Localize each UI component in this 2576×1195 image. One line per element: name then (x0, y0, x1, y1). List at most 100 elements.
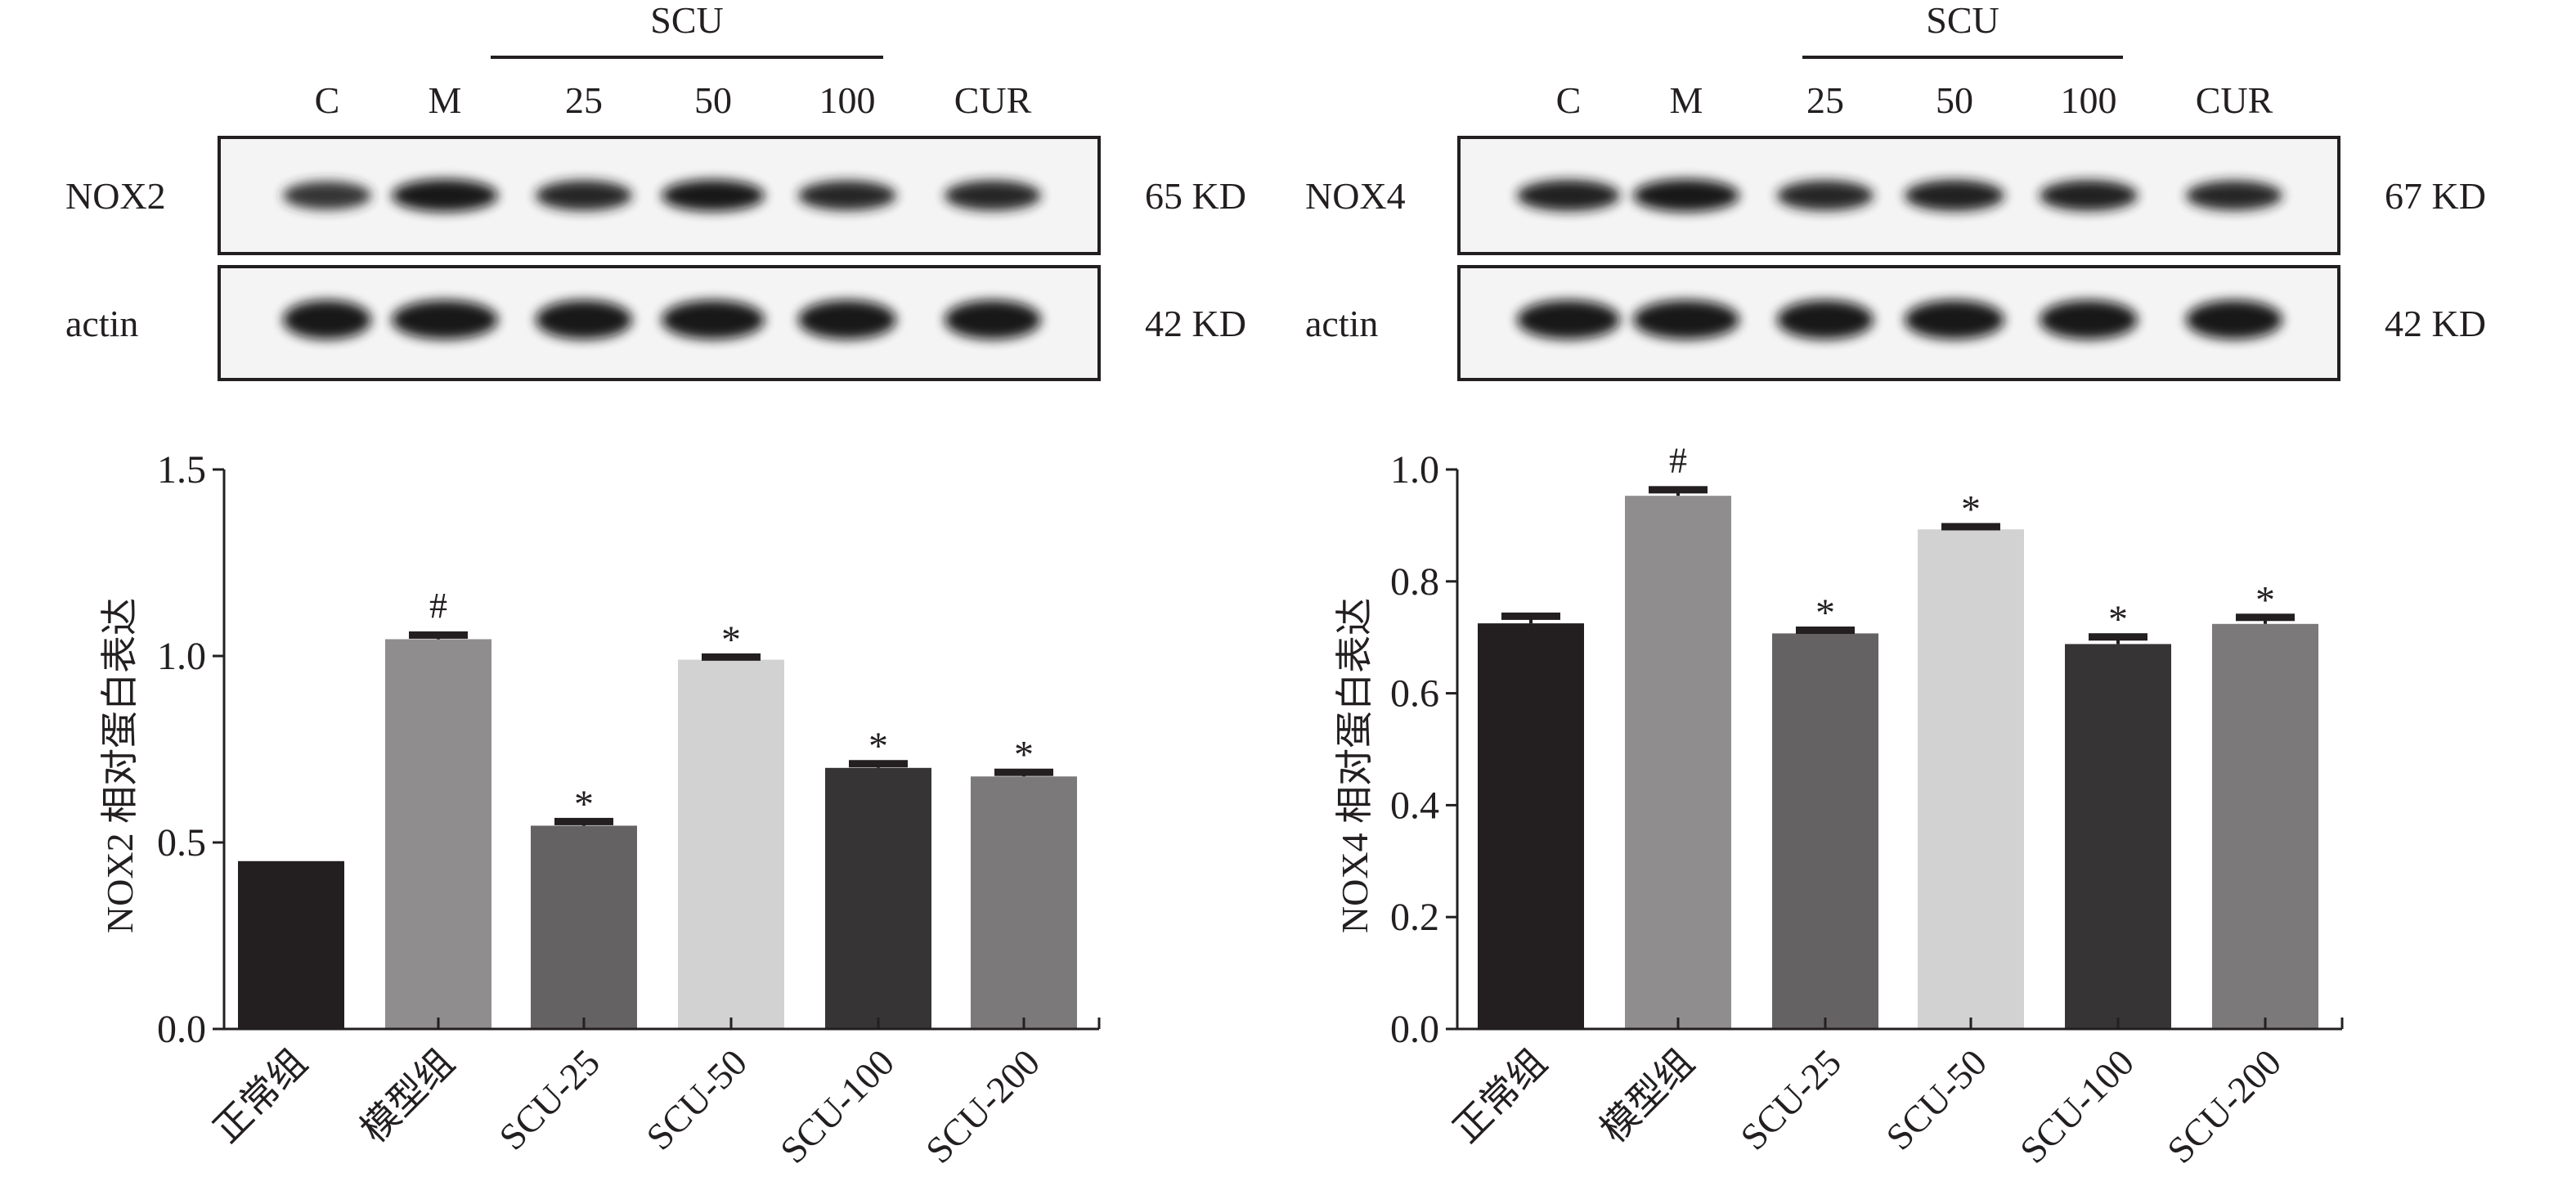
significance-asterisk: * (2108, 598, 2128, 641)
significance-asterisk: * (574, 783, 594, 826)
lane-label: 50 (694, 79, 732, 121)
lane-label: 25 (1806, 79, 1844, 121)
blot-band (1777, 299, 1874, 339)
significance-asterisk: * (868, 725, 888, 768)
x-tick-label: SCU-50 (638, 1041, 755, 1158)
x-tick-label: 模型组 (1592, 1041, 1702, 1151)
bar (1478, 623, 1584, 1029)
x-tick-label: 模型组 (352, 1041, 462, 1151)
y-tick-label: 0.5 (157, 821, 206, 865)
blot-band (1905, 299, 2004, 339)
blot-band (283, 299, 371, 339)
bar (2212, 623, 2318, 1029)
error-bar-cap (1796, 626, 1855, 634)
error-bar-cap (409, 631, 468, 639)
blot-band (2040, 180, 2138, 211)
error-bar-cap (849, 760, 908, 768)
blot-band (2186, 299, 2282, 339)
blot-band (1517, 299, 1620, 339)
blot-band (945, 180, 1041, 211)
bar (971, 776, 1077, 1029)
blot-band (662, 179, 765, 212)
blot-band (1517, 179, 1620, 212)
group-label: SCU (1926, 0, 1999, 41)
blot-band (392, 179, 498, 212)
significance-asterisk: * (721, 618, 741, 662)
error-bar-cap (702, 653, 761, 661)
protein-label: actin (1305, 303, 1378, 344)
x-tick-label: 正常组 (205, 1041, 315, 1151)
y-tick-label: 0.2 (1390, 896, 1439, 939)
blot-band (536, 180, 632, 211)
bar (1625, 496, 1731, 1029)
x-tick-label: SCU-100 (772, 1041, 902, 1171)
x-tick-label: SCU-50 (1878, 1041, 1995, 1158)
bar (678, 659, 784, 1029)
x-tick-label: SCU-25 (1732, 1041, 1849, 1158)
lane-label: 25 (565, 79, 603, 121)
significance-asterisk: * (2255, 578, 2275, 622)
x-tick-label: SCU-200 (2159, 1041, 2289, 1171)
y-tick-label: 1.0 (1390, 448, 1439, 492)
molecular-weight-label: 67 KD (2385, 175, 2486, 217)
significance-hash: # (429, 586, 447, 626)
protein-label: actin (65, 303, 138, 344)
error-bar-cap (994, 768, 1053, 776)
y-tick-label: 0.4 (1390, 784, 1439, 827)
error-bar-cap (1501, 612, 1560, 620)
nox2-bar-chart: 正常组 # 模型组 * SCU-25 * SCU-50 * SCU-100 * SCU-200 0.0… (99, 448, 1101, 1171)
lane-label: M (1670, 79, 1703, 121)
protein-label: NOX2 (65, 175, 166, 217)
protein-label: NOX4 (1305, 175, 1406, 217)
blot-band (945, 299, 1041, 339)
molecular-weight-label: 42 KD (1145, 303, 1246, 344)
x-tick-label: SCU-200 (918, 1041, 1048, 1171)
western-blot-nox2: SCU C M 25 50 100 CUR NOX2 65 KD actin 42 KD (65, 0, 1246, 381)
bar (385, 639, 491, 1029)
lane-label: C (315, 79, 340, 121)
lane-label: 50 (1936, 79, 1973, 121)
blot-band (798, 180, 896, 211)
significance-asterisk: * (1014, 734, 1034, 777)
blot-band (2186, 180, 2282, 211)
y-axis-title: NOX4 相对蛋白表达 (1334, 598, 1376, 933)
blot-band (662, 299, 765, 339)
blot-band (1633, 179, 1739, 212)
x-tick-label: SCU-25 (491, 1041, 608, 1158)
molecular-weight-label: 42 KD (2385, 303, 2486, 344)
lane-label: 100 (2061, 79, 2117, 121)
error-bar-cap (1649, 486, 1708, 494)
error-bar-cap (554, 817, 613, 825)
blot-band (1905, 179, 2004, 212)
y-axis-title: NOX2 相对蛋白表达 (99, 598, 141, 933)
y-tick-label: 0.8 (1390, 560, 1439, 604)
blot-band (392, 299, 498, 339)
y-tick-label: 1.5 (157, 448, 206, 492)
western-blot-nox4: SCU C M 25 50 100 CUR NOX4 67 KD actin 42 KD (1305, 0, 2486, 381)
blot-band (2040, 299, 2138, 339)
significance-asterisk: * (1815, 591, 1835, 635)
error-bar-cap (2236, 613, 2295, 622)
blot-band (1633, 299, 1739, 339)
molecular-weight-label: 65 KD (1145, 175, 1246, 217)
significance-hash: # (1669, 440, 1687, 480)
blot-band (1777, 180, 1874, 211)
bar (531, 825, 637, 1029)
y-tick-label: 0.6 (1390, 672, 1439, 716)
lane-label: M (429, 79, 462, 121)
y-tick-label: 0.0 (157, 1008, 206, 1051)
lane-label: 100 (819, 79, 876, 121)
lane-label: C (1556, 79, 1582, 121)
bar (2065, 644, 2171, 1029)
bar (1918, 529, 2024, 1029)
error-bar-cap (2089, 633, 2147, 641)
lane-label: CUR (954, 79, 1032, 121)
blot-band (798, 299, 896, 339)
blot-band (536, 299, 632, 339)
y-tick-label: 0.0 (1390, 1008, 1439, 1051)
bar (1772, 633, 1878, 1029)
x-tick-label: SCU-100 (2012, 1041, 2142, 1171)
bar (238, 860, 344, 1029)
x-tick-label: 正常组 (1445, 1041, 1555, 1151)
